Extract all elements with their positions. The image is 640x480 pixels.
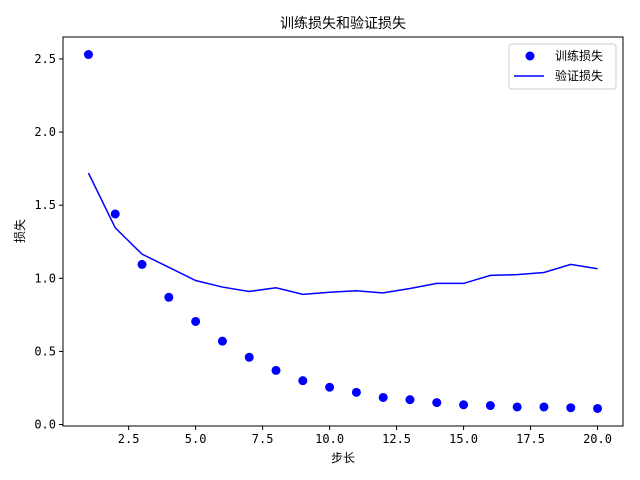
- y-tick-label: 0.5: [34, 344, 56, 358]
- x-tick-label: 2.5: [118, 432, 140, 446]
- training-loss-point: [325, 382, 335, 392]
- legend-box: [508, 43, 617, 90]
- training-loss-point: [539, 402, 549, 412]
- training-loss-point: [164, 292, 174, 302]
- training-loss-point: [512, 402, 522, 412]
- legend-marker-swatch: [525, 51, 535, 61]
- training-loss-point: [298, 376, 308, 386]
- y-tick-label: 1.5: [34, 198, 56, 212]
- training-loss-point: [83, 50, 93, 60]
- training-loss-point: [593, 403, 603, 413]
- axes: 2.5 5.0 7.5 10.0 12.5 15.0 17.5 20.0 0.0 0.5 1.0 1.…: [34, 52, 612, 446]
- training-loss-point: [191, 316, 201, 326]
- x-tick-label: 20.0: [583, 432, 612, 446]
- legend-label: 验证损失: [555, 68, 603, 83]
- legend-label: 训练损失: [555, 48, 603, 63]
- y-tick-label: 2.0: [34, 125, 56, 139]
- x-axis-label: 步长: [331, 451, 355, 465]
- y-tick-label: 1.0: [34, 271, 56, 285]
- x-tick-label: 17.5: [516, 432, 545, 446]
- validation-loss-line: [87, 172, 598, 296]
- chart-title: 训练损失和验证损失: [280, 16, 406, 32]
- x-tick-label: 15.0: [449, 432, 478, 446]
- training-loss-point: [244, 352, 254, 362]
- training-loss-point: [405, 395, 415, 405]
- training-loss-point: [485, 401, 495, 411]
- y-tick-label: 0.0: [34, 418, 56, 432]
- y-axis-label: 损失: [12, 219, 27, 243]
- training-loss-point: [271, 365, 281, 375]
- x-tick-label: 10.0: [315, 432, 344, 446]
- x-tick-label: 7.5: [252, 432, 274, 446]
- data-marks: [83, 50, 603, 413]
- training-loss-point: [566, 403, 576, 413]
- x-tick-label: 12.5: [382, 432, 411, 446]
- training-loss-point: [110, 209, 120, 219]
- training-loss-point: [217, 336, 227, 346]
- training-loss-point: [378, 392, 388, 402]
- x-tick-label: 5.0: [185, 432, 207, 446]
- training-loss-point: [351, 387, 361, 397]
- y-tick-label: 2.5: [34, 52, 56, 66]
- training-loss-point: [137, 259, 147, 269]
- training-loss-point: [459, 400, 469, 410]
- plot-area: [63, 37, 623, 426]
- training-loss-point: [432, 398, 442, 408]
- plot-frame: [62, 36, 624, 427]
